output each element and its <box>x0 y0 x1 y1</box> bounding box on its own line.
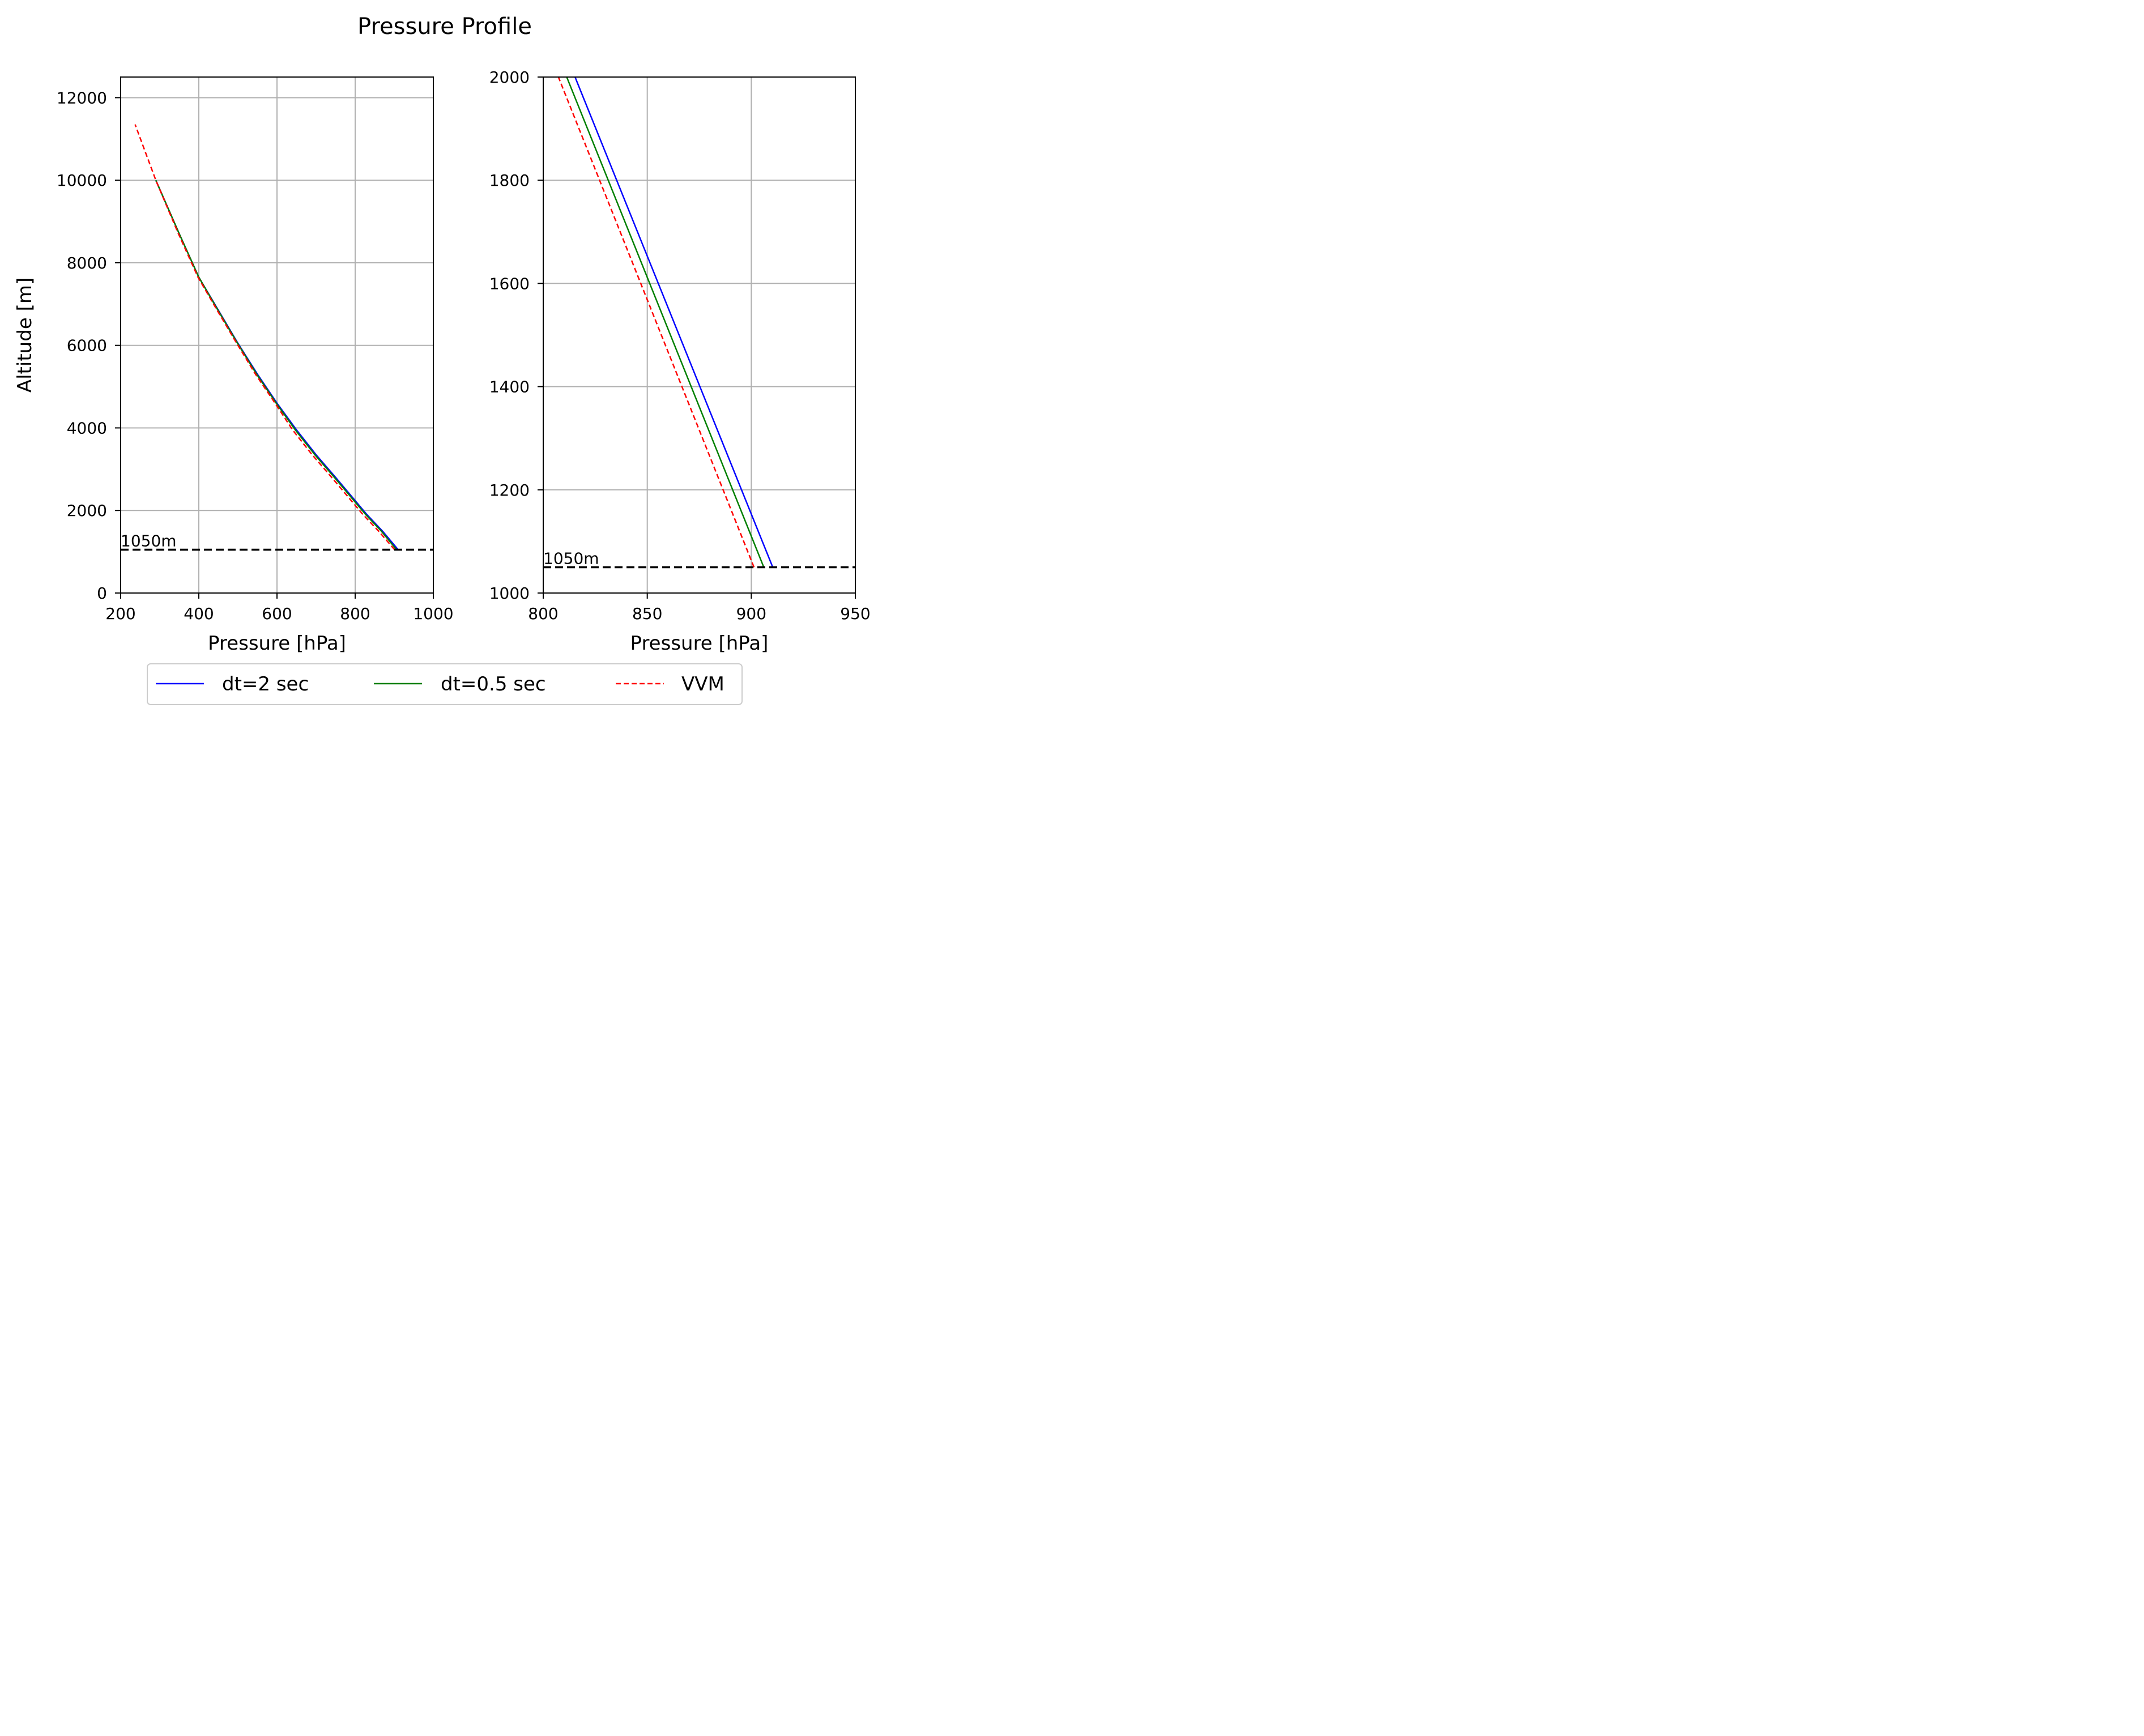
series-line-vvm <box>557 77 755 568</box>
series-line-dt-2-sec <box>574 77 774 568</box>
x-tick-label: 950 <box>840 604 870 623</box>
series-line-dt-0-5-sec <box>566 77 765 568</box>
y-tick-label: 1800 <box>489 171 530 190</box>
y-tick-label: 1000 <box>489 584 530 603</box>
reference-hline-label: 1050m <box>543 549 599 568</box>
x-tick-label: 900 <box>736 604 766 623</box>
y-tick-label: 2000 <box>67 501 107 520</box>
series-group <box>557 77 774 568</box>
series-line-dt-0-5-sec <box>155 180 398 551</box>
axes-frame <box>543 76 856 594</box>
right-panel-zoom-profile: 1050m 800 850 900 950 1000 1200 1400 1600 1800 200… <box>489 68 871 655</box>
y-tick-label: 0 <box>97 584 107 603</box>
x-axis-label: Pressure [hPa] <box>208 632 346 655</box>
y-tick-label: 4000 <box>67 419 107 437</box>
x-tick-label: 800 <box>340 604 370 623</box>
legend-box <box>147 663 743 705</box>
x-axis-label: Pressure [hPa] <box>630 632 769 655</box>
x-tick-label: 200 <box>105 604 135 623</box>
y-tick-label: 1200 <box>489 481 530 500</box>
y-tick-label: 12000 <box>57 88 107 107</box>
series-group <box>134 124 399 551</box>
y-tick-label: 1600 <box>489 274 530 293</box>
figure-title: Pressure Profile <box>357 14 532 40</box>
y-tick-label: 6000 <box>67 336 107 355</box>
x-tick-label: 800 <box>528 604 558 623</box>
x-tick-label: 1000 <box>413 604 453 623</box>
series-line-vvm <box>134 124 395 551</box>
legend-label-vvm: VVM <box>681 673 724 696</box>
y-tick-label: 8000 <box>67 254 107 272</box>
legend-label-dt05: dt=0.5 sec <box>441 673 546 696</box>
reference-hline-label: 1050m <box>121 531 177 550</box>
y-tick-label: 2000 <box>489 68 530 87</box>
x-tick-label: 400 <box>184 604 214 623</box>
x-tick-label: 600 <box>262 604 292 623</box>
y-tick-label: 10000 <box>57 171 107 190</box>
y-tick-label: 1400 <box>489 378 530 396</box>
legend: dt=2 sec dt=0.5 sec VVM <box>147 663 743 705</box>
y-axis-label: Altitude [m] <box>14 278 36 393</box>
legend-label-dt2: dt=2 sec <box>222 673 309 696</box>
x-tick-label: 850 <box>632 604 662 623</box>
